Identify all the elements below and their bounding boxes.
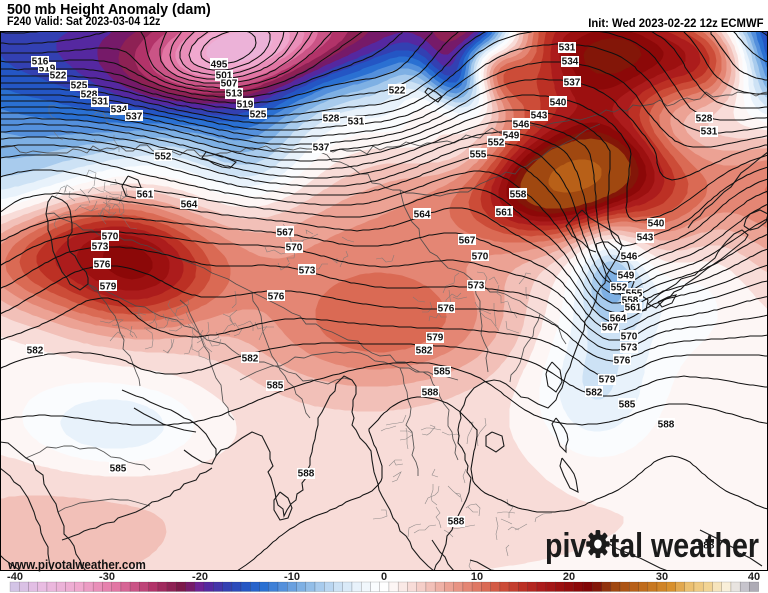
- svg-text:588: 588: [658, 420, 675, 431]
- svg-text:573: 573: [299, 266, 316, 277]
- svg-text:588: 588: [448, 517, 465, 528]
- svg-text:522: 522: [50, 71, 67, 82]
- svg-text:576: 576: [94, 260, 111, 271]
- svg-text:555: 555: [470, 150, 487, 161]
- svg-text:549: 549: [618, 271, 635, 282]
- svg-text:585: 585: [619, 400, 636, 411]
- svg-text:525: 525: [71, 81, 88, 92]
- svg-text:534: 534: [562, 57, 579, 68]
- svg-text:519: 519: [237, 100, 254, 111]
- svg-text:-20: -20: [192, 571, 208, 583]
- svg-text:588: 588: [698, 541, 715, 552]
- svg-text:579: 579: [427, 333, 444, 344]
- svg-text:30: 30: [656, 571, 668, 583]
- svg-text:531: 531: [701, 127, 718, 138]
- svg-text:537: 537: [126, 112, 143, 123]
- svg-text:-40: -40: [7, 571, 23, 583]
- svg-text:564: 564: [414, 210, 431, 221]
- svg-text:567: 567: [277, 228, 294, 239]
- svg-text:516: 516: [32, 57, 49, 68]
- svg-text:549: 549: [503, 131, 520, 142]
- svg-text:552: 552: [611, 283, 628, 294]
- svg-text:525: 525: [250, 110, 267, 121]
- svg-text:513: 513: [226, 89, 243, 100]
- svg-text:588: 588: [298, 469, 315, 480]
- svg-text:564: 564: [610, 314, 627, 325]
- svg-text:540: 540: [648, 219, 665, 230]
- svg-text:573: 573: [621, 343, 638, 354]
- svg-text:564: 564: [181, 200, 198, 211]
- svg-text:579: 579: [100, 282, 117, 293]
- svg-text:576: 576: [268, 292, 285, 303]
- svg-text:537: 537: [564, 78, 581, 89]
- svg-text:543: 543: [637, 233, 654, 244]
- svg-text:558: 558: [622, 296, 639, 307]
- svg-text:531: 531: [559, 43, 576, 54]
- svg-text:588: 588: [422, 388, 439, 399]
- svg-text:543: 543: [531, 111, 548, 122]
- svg-text:540: 540: [550, 98, 567, 109]
- svg-text:537: 537: [313, 143, 330, 154]
- svg-text:585: 585: [110, 464, 127, 475]
- svg-text:570: 570: [102, 232, 119, 243]
- svg-text:567: 567: [602, 323, 619, 334]
- svg-text:582: 582: [242, 354, 259, 365]
- svg-text:20: 20: [563, 571, 575, 583]
- svg-text:528: 528: [81, 90, 98, 101]
- svg-text:501: 501: [216, 71, 233, 82]
- svg-text:507: 507: [221, 79, 238, 90]
- svg-text:531: 531: [92, 97, 109, 108]
- svg-text:546: 546: [621, 252, 638, 263]
- svg-text:576: 576: [438, 304, 455, 315]
- svg-text:567: 567: [459, 236, 476, 247]
- svg-text:585: 585: [434, 367, 451, 378]
- svg-text:522: 522: [389, 86, 406, 97]
- svg-text:10: 10: [471, 571, 483, 583]
- svg-text:570: 570: [621, 332, 638, 343]
- svg-text:-10: -10: [284, 571, 300, 583]
- svg-text:570: 570: [472, 252, 489, 263]
- svg-text:561: 561: [137, 190, 154, 201]
- svg-text:0: 0: [381, 571, 387, 583]
- svg-text:-30: -30: [99, 571, 115, 583]
- svg-text:582: 582: [27, 346, 44, 357]
- svg-text:573: 573: [92, 242, 109, 253]
- svg-text:552: 552: [155, 152, 172, 163]
- svg-text:528: 528: [323, 114, 340, 125]
- svg-text:582: 582: [416, 346, 433, 357]
- svg-text:570: 570: [286, 243, 303, 254]
- svg-text:534: 534: [111, 105, 128, 116]
- svg-text:561: 561: [625, 303, 642, 314]
- svg-text:495: 495: [211, 60, 228, 71]
- svg-text:582: 582: [586, 388, 603, 399]
- svg-text:561: 561: [496, 208, 513, 219]
- svg-text:579: 579: [599, 375, 616, 386]
- svg-text:552: 552: [488, 138, 505, 149]
- svg-text:576: 576: [614, 356, 631, 367]
- svg-text:558: 558: [510, 190, 527, 201]
- svg-text:519: 519: [39, 64, 56, 75]
- svg-text:585: 585: [267, 381, 284, 392]
- svg-text:40: 40: [748, 571, 760, 583]
- svg-text:531: 531: [348, 117, 365, 128]
- svg-text:546: 546: [513, 120, 530, 131]
- svg-text:573: 573: [468, 281, 485, 292]
- svg-text:528: 528: [696, 114, 713, 125]
